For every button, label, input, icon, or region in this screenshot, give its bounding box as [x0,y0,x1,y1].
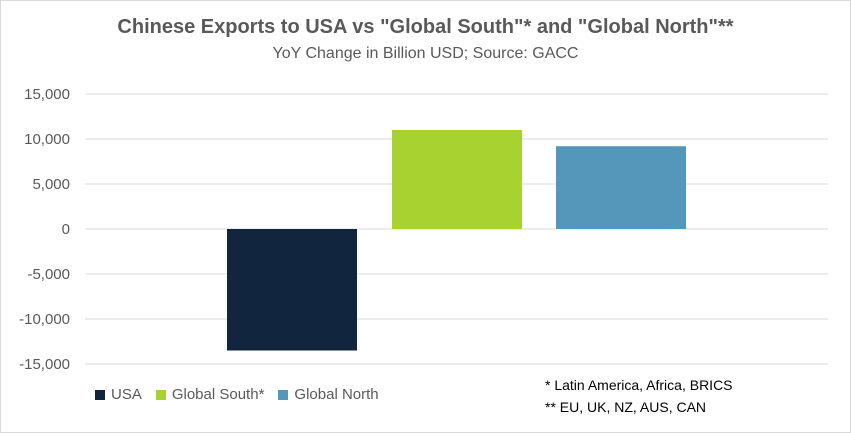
y-tick-label: 10,000 [24,131,70,148]
bar-global-north [556,146,686,229]
y-axis: 15,000 10,000 5,000 0 -5,000 -10,000 -15,000 [19,86,70,373]
legend-swatch-usa [95,389,105,400]
legend-label-global-north: Global North [294,386,379,403]
y-tick-label: 15,000 [24,86,70,103]
y-tick-label: -5,000 [27,266,70,283]
y-tick-label: -15,000 [19,356,70,373]
bars [227,130,686,351]
footnotes: * Latin America, Africa, BRICS ** EU, UK… [545,374,733,418]
legend-item-global-north: Global North [278,386,379,403]
chart-title: Chinese Exports to USA vs "Global South"… [117,16,734,38]
legend-label-usa: USA [111,386,142,403]
footnote-global-south: * Latin America, Africa, BRICS [545,377,733,393]
bar-global-south [392,130,522,229]
footnote-global-north: ** EU, UK, NZ, AUS, CAN [545,399,707,415]
legend-item-global-south: Global South* [155,386,265,403]
legend-swatch-global-north [278,389,289,400]
legend-swatch-global-south [155,389,166,400]
legend-item-usa: USA [95,386,142,403]
y-tick-label: 0 [62,221,70,238]
legend-label-global-south: Global South* [171,386,265,403]
chart-subtitle: YoY Change in Billion USD; Source: GACC [272,45,579,62]
y-tick-label: -10,000 [19,311,70,328]
bar-usa [227,229,357,351]
legend: USA Global South* Global North [95,386,393,403]
y-tick-label: 5,000 [32,176,70,193]
